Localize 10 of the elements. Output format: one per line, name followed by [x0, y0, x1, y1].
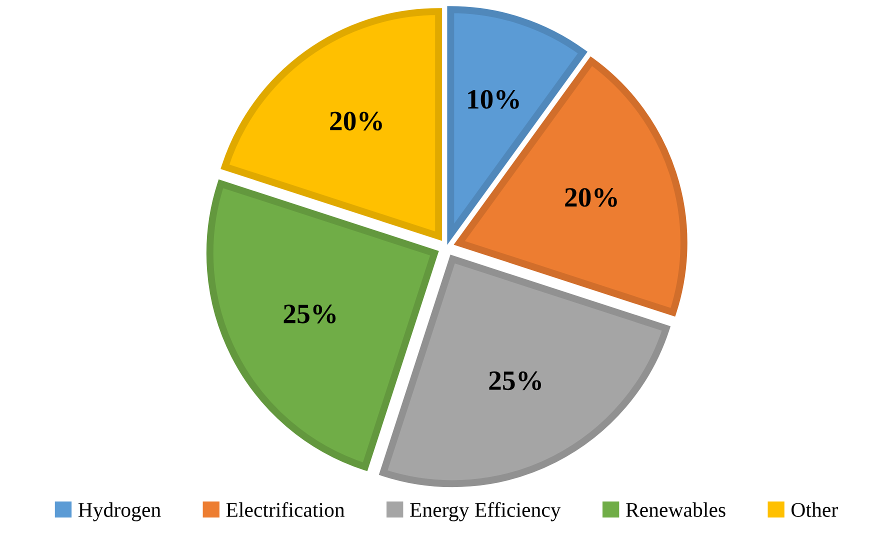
legend-label: Electrification [226, 502, 345, 517]
legend-label: Other [792, 502, 838, 517]
legend-label: Energy Efficiency [410, 502, 561, 522]
data-label: 10% [468, 90, 519, 109]
legend-label: Renewables [626, 502, 726, 517]
data-label: 20% [565, 188, 617, 207]
data-label: 25% [284, 304, 336, 324]
legend-label: Hydrogen [78, 502, 161, 522]
data-label: 20% [330, 112, 382, 131]
data-label: 25% [489, 371, 542, 390]
